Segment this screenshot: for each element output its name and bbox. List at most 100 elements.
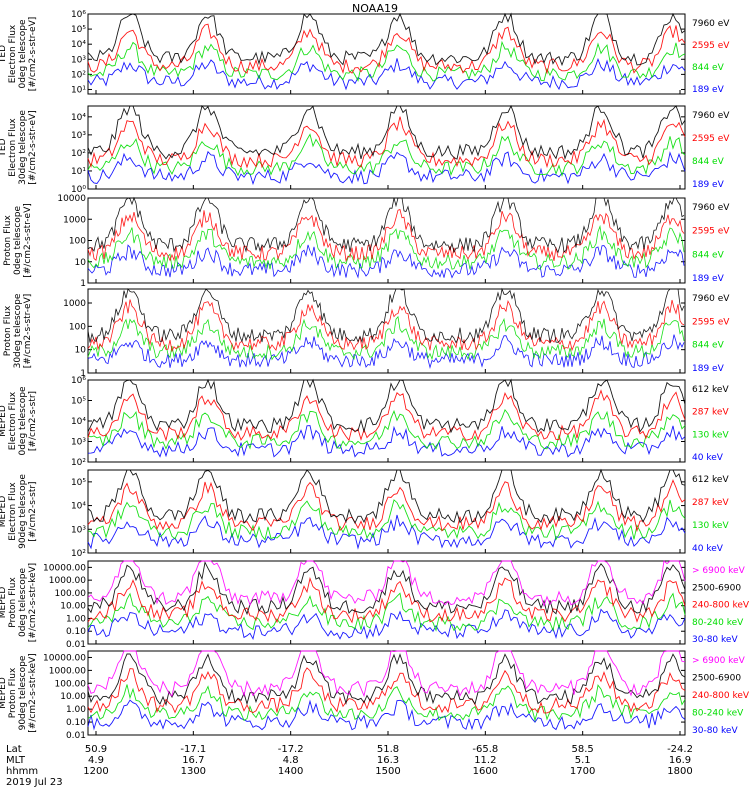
y-tick-label: 10000.00	[43, 563, 86, 573]
y-axis-label: MEPED	[0, 587, 8, 619]
series-line	[87, 133, 686, 177]
series-line	[87, 560, 686, 608]
y-tick-label: 10¹	[71, 167, 86, 177]
y-tick-label: 10²	[71, 70, 86, 80]
legend-entry: 844 eV	[692, 157, 725, 167]
legend-entry: 30-80 keV	[692, 726, 738, 736]
x-tick-label-lat: 51.8	[376, 744, 400, 755]
series-line	[87, 684, 686, 722]
x-tick-label-hhmm: 1600	[472, 766, 499, 777]
panel-frame	[87, 650, 686, 736]
y-tick-label: 100.00	[55, 679, 87, 689]
x-tick-label-mlt: 4.9	[88, 755, 104, 766]
legend-entry: > 6900 keV	[692, 566, 746, 576]
x-tick-label-lat: 50.9	[84, 744, 108, 755]
x-tick-label-hhmm: 1700	[569, 766, 596, 777]
y-axis-label: [#/cm2-s-str-keV]	[28, 563, 38, 642]
x-tick-label-mlt: 11.2	[474, 755, 497, 766]
y-tick-label: 100	[69, 322, 86, 332]
x-tick-label-lat: -24.2	[667, 744, 693, 755]
series-line	[87, 408, 686, 450]
legend-entry: > 6900 keV	[692, 656, 746, 666]
series-line	[87, 116, 686, 169]
y-tick-label: 0.10	[66, 627, 86, 637]
y-tick-label: 10.00	[60, 602, 86, 612]
y-tick-label: 1000	[63, 215, 86, 225]
y-axis-label: 30deg telescope	[18, 110, 28, 185]
y-tick-label: 0.01	[66, 640, 86, 650]
y-axis-label: [#/cm2-s-str-eV]	[23, 203, 33, 278]
legend-entry: 2595 eV	[692, 41, 730, 51]
series-line	[87, 667, 686, 714]
x-tick-label-mlt: 16.3	[376, 755, 400, 766]
y-axis-label: [#/cm2-s-str]	[28, 391, 38, 451]
row-label-hhmm: hhmm	[6, 766, 39, 777]
y-axis-label: 0deg telescope	[18, 568, 28, 638]
legend-entry: 40 keV	[692, 544, 724, 554]
series-line	[87, 378, 686, 434]
y-axis-label: 90deg telescope	[18, 655, 28, 730]
series-line	[87, 315, 685, 361]
series-line	[87, 40, 686, 82]
y-tick-label: 10²	[71, 149, 86, 159]
legend-entry: 612 keV	[692, 385, 729, 395]
legend-entry: 189 eV	[692, 364, 725, 374]
legend-entry: 2595 eV	[692, 134, 730, 144]
y-tick-label: 10	[75, 258, 87, 268]
y-axis-label: 0deg telescope	[18, 19, 28, 89]
y-axis-label: Proton Flux	[3, 305, 13, 356]
legend-entry: 189 eV	[692, 180, 725, 190]
y-tick-label: 10³	[71, 55, 86, 65]
legend-entry: 40 keV	[692, 453, 724, 463]
legend-entry: 2500-6900	[692, 583, 741, 593]
y-axis-label: Proton Flux	[8, 667, 18, 718]
y-tick-label: 10¹	[71, 85, 86, 95]
chart-title: NOAA19	[351, 2, 399, 15]
series-line	[87, 514, 686, 550]
series-line	[87, 653, 686, 707]
y-tick-label: 10²	[71, 458, 86, 468]
panel-frame	[87, 469, 686, 554]
y-tick-label: 100	[69, 237, 86, 247]
panel-frame	[87, 560, 686, 645]
y-tick-label: 1.00	[66, 705, 86, 715]
y-tick-label: 0.10	[66, 718, 86, 728]
y-axis-label: MEPED	[0, 405, 8, 437]
y-tick-label: 10⁴	[71, 40, 86, 50]
series-line	[87, 608, 686, 641]
series-line	[87, 468, 686, 525]
legend-entry: 2500-6900	[692, 674, 741, 684]
y-axis-label: 0deg telescope	[13, 206, 23, 276]
x-tick-label-hhmm: 1400	[277, 766, 304, 777]
row-label-mlt: MLT	[6, 755, 25, 766]
legend-entry: 130 keV	[692, 521, 729, 531]
y-axis-label: 30deg telescope	[13, 293, 23, 368]
series-line	[87, 150, 686, 186]
series-line	[87, 104, 686, 160]
y-axis-label: TED	[0, 45, 8, 64]
y-tick-label: 100.00	[55, 589, 87, 599]
y-axis-label: TED	[0, 138, 8, 157]
series-line	[87, 224, 685, 270]
y-tick-label: 1	[80, 369, 86, 379]
y-tick-label: 1	[80, 279, 86, 289]
legend-entry: 844 eV	[692, 341, 725, 351]
y-tick-label: 10⁵	[71, 25, 86, 35]
series-line	[87, 425, 686, 458]
x-tick-label-hhmm: 1800	[667, 766, 693, 777]
x-tick-label-hhmm: 1500	[375, 766, 401, 777]
x-tick-label-lat: 58.5	[571, 744, 594, 755]
x-tick-label-mlt: 4.8	[282, 755, 299, 766]
series-line	[87, 23, 686, 75]
y-tick-label: 1000	[63, 299, 86, 309]
y-tick-label: 10³	[71, 525, 86, 535]
date-label: 2019 Jul 23	[6, 777, 63, 788]
y-axis-label: 90deg telescope	[18, 474, 28, 549]
y-tick-label: 10⁴	[71, 113, 86, 123]
legend-entry: 189 eV	[692, 85, 725, 95]
legend-entry: 80-240 keV	[692, 618, 744, 628]
series-line	[87, 244, 685, 279]
legend-entry: 189 eV	[692, 274, 725, 284]
y-axis-label: Proton Flux	[3, 215, 13, 266]
y-axis-label: MEPED	[0, 677, 8, 709]
